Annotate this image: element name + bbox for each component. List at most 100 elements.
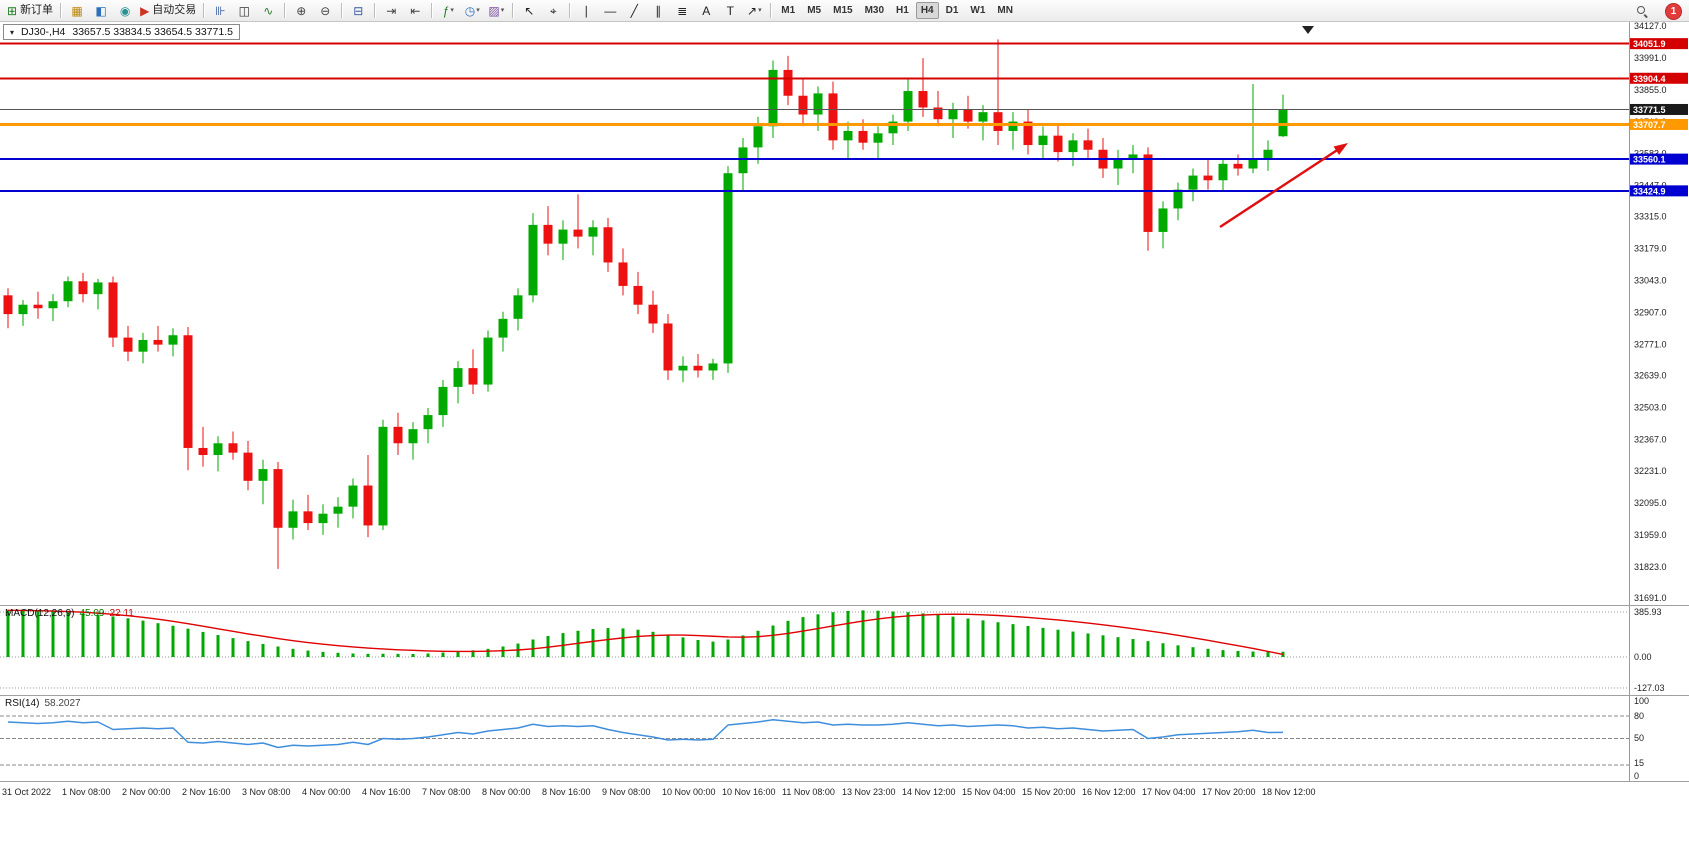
macd-axis-label: 385.93 [1634,607,1662,617]
timeframe-m30-button[interactable]: M30 [864,5,885,16]
time-axis-label: 4 Nov 16:00 [362,787,411,797]
collapse-arrow-icon[interactable]: ▾ [10,27,15,37]
vertical-line-tool-icon: ∣ [583,3,590,18]
candlestick-mode-button[interactable]: ◫ [233,2,255,20]
toolbar-separator [374,3,376,18]
timeframe-m1-button[interactable]: M1 [781,5,796,16]
crosshair-tool-button[interactable]: ⌖ [542,2,564,20]
search-icon[interactable] [1636,5,1649,18]
vertical-line-tool-button[interactable]: ∣ [575,2,597,20]
market-watch-button[interactable]: ▦ [66,2,88,20]
data-window-button[interactable]: ◧ [90,2,112,20]
new-order-button[interactable]: ⊞ 新订单 [5,2,55,20]
macd-name: MACD(12,26,9) [5,608,75,619]
bar-chart-mode-icon: ⊪ [215,3,226,18]
price-axis-label: 33991.0 [1634,53,1667,63]
arrows-tool-button[interactable]: ↗ ▾ [743,2,765,20]
toolbar-buttons: ⊞ 新订单 ▦ ◧ ◉ ▶ 自动交易 ⊪ ◫ ∿ ⊕ ⊖ ⊟ ⇥ ⇤ ƒ ▾ ◷ ▾ ▨ ▾ ↖ ⌖ ∣ — ╱ ∥ ≣ A T ↗ ▾ M1 M… [4,0,1019,22]
timeframe-d1-button[interactable]: D1 [945,5,959,16]
time-axis-label: 2 Nov 16:00 [182,787,231,797]
svg-text:33424.9: 33424.9 [1633,186,1666,196]
dropdown-caret-icon: ▾ [500,7,505,14]
time-axis[interactable]: 31 Oct 2022 1 Nov 08:00 2 Nov 00:00 2 Nov 1… [2,787,1316,797]
add-indicator-icon: ƒ [442,3,450,18]
svg-text:33771.5: 33771.5 [1633,105,1666,115]
strategy-tester-icon: ◉ [119,3,131,18]
price-axis-label: 32503.0 [1634,402,1667,412]
zoom-out-icon: ⊖ [320,3,331,18]
chart-shift-button[interactable]: ⇤ [404,2,426,20]
timeframe-h4-button[interactable]: H4 [915,2,939,19]
chart-title-box: ▾ DJ30-,H4 33657.5 33834.5 33654.5 33771… [3,24,240,40]
period-presets-button[interactable]: ◷ ▾ [461,2,483,20]
zoom-out-button[interactable]: ⊖ [314,2,336,20]
autotrading-button[interactable]: ▶ 自动交易 [138,2,198,20]
timeframe-mn-button[interactable]: MN [997,5,1013,16]
arrows-tool-icon: ↗ [747,3,758,18]
macd-pane [0,609,1629,689]
toolbar-separator [569,3,571,18]
dropdown-caret-icon: ▾ [476,7,480,14]
auto-scroll-button[interactable]: ⇥ [380,2,402,20]
notification-badge[interactable]: 1 [1665,2,1682,20]
zoom-in-button[interactable]: ⊕ [290,2,312,20]
time-axis-label: 3 Nov 08:00 [242,787,291,797]
trendline-tool-icon: ╱ [630,3,638,18]
candlestick-mode-icon: ◫ [238,3,250,18]
support-2-price-box: 33424.9 [1630,185,1688,197]
channel-tool-icon: ∥ [655,3,662,18]
channel-tool-button[interactable]: ∥ [647,2,669,20]
time-axis-label: 15 Nov 20:00 [1022,787,1076,797]
timeframe-m5-button[interactable]: M5 [807,5,822,16]
toolbar: ⊞ 新订单 ▦ ◧ ◉ ▶ 自动交易 ⊪ ◫ ∿ ⊕ ⊖ ⊟ ⇥ ⇤ ƒ ▾ ◷ ▾ ▨ ▾ ↖ ⌖ ∣ — ╱ ∥ ≣ A T ↗ ▾ M1 M… [0,0,1689,22]
trendline-tool-button[interactable]: ╱ [623,2,645,20]
timeframe-m15-button[interactable]: M15 [833,5,853,16]
bar-chart-mode-button[interactable]: ⊪ [209,2,231,20]
add-indicator-button[interactable]: ƒ ▾ [437,2,459,20]
toolbar-separator [512,3,514,18]
horizontal-line-tool-button[interactable]: — [599,2,621,20]
macd-signal-line [7,609,1284,656]
fibonacci-tool-icon: ≣ [677,3,688,18]
price-axis-label: 32095.0 [1634,498,1667,508]
scroll-to-end-marker[interactable] [1302,26,1314,34]
svg-text:33904.4: 33904.4 [1633,74,1666,84]
macd-main-value: 45.09 [79,608,105,619]
cursor-tool-button[interactable]: ↖ [518,2,540,20]
zoom-in-icon: ⊕ [296,3,307,18]
svg-text:34051.9: 34051.9 [1633,39,1666,49]
dropdown-caret-icon: ▾ [758,7,762,14]
chart-ohlc-values: 33657.5 33834.5 33654.5 33771.5 [72,26,233,38]
tile-windows-button[interactable]: ⊟ [347,2,369,20]
resistance-2-price-box: 33904.4 [1630,72,1688,84]
svg-text:33707.7: 33707.7 [1633,120,1666,130]
strategy-tester-button[interactable]: ◉ [114,2,136,20]
fibonacci-tool-button[interactable]: ≣ [671,2,693,20]
text-tool-button[interactable]: A [695,2,717,20]
chart-template-button[interactable]: ▨ ▾ [485,2,507,20]
dropdown-caret-icon: ▾ [450,7,454,14]
time-axis-label: 9 Nov 08:00 [602,787,651,797]
support-1-price-box: 33560.1 [1630,153,1688,165]
time-axis-label: 8 Nov 16:00 [542,787,591,797]
timeframe-w1-button[interactable]: W1 [970,5,986,16]
price-axis[interactable]: 34127.033991.033855.033719.033583.033447… [1634,21,1667,603]
trend-arrow-annotation[interactable] [1219,143,1348,229]
pivot-orange-price-box: 33707.7 [1630,118,1688,130]
toolbar-right: 1 [1636,0,1689,22]
chart-shift-icon: ⇤ [410,3,421,18]
price-axis-label: 32639.0 [1634,370,1667,380]
new-order-label: 新订单 [20,4,54,16]
label-tool-button[interactable]: T [719,2,741,20]
time-axis-label: 17 Nov 04:00 [1142,787,1196,797]
price-axis-label: 32367.0 [1634,434,1667,444]
timeframe-h1-button[interactable]: H1 [896,5,909,16]
line-chart-mode-button[interactable]: ∿ [257,2,279,20]
macd-indicator-label: MACD(12,26,9) 45.09 22.11 [5,608,134,619]
rsi-name: RSI(14) [5,698,40,709]
toolbar-separator [431,3,433,18]
price-axis-label: 33179.0 [1634,244,1667,254]
toolbar-separator [284,3,286,18]
